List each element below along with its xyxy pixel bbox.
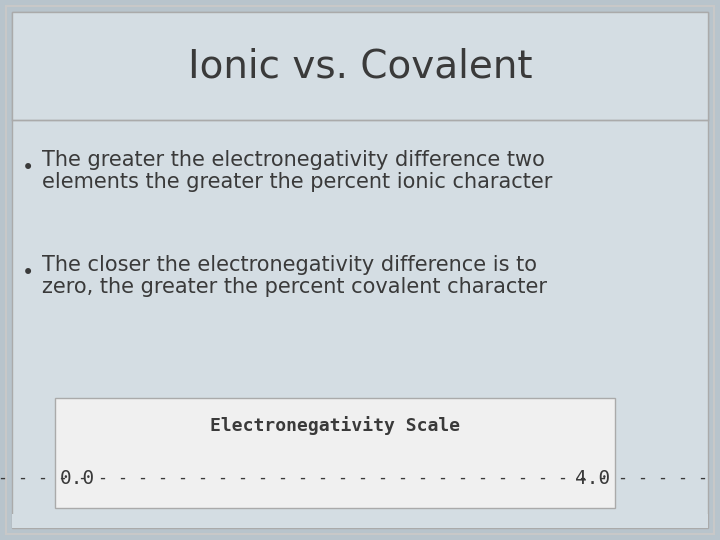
Text: The closer the electronegativity difference is to: The closer the electronegativity differe… (42, 255, 537, 275)
Text: Ionic vs. Covalent: Ionic vs. Covalent (188, 47, 532, 85)
Text: zero, the greater the percent covalent character: zero, the greater the percent covalent c… (42, 277, 547, 297)
Text: - - - - - - - - - - - - - - - - - - - - - - - - - - - - - - - - - - - - - -: - - - - - - - - - - - - - - - - - - - - … (0, 469, 718, 487)
Text: Electronegativity Scale: Electronegativity Scale (210, 416, 460, 435)
Text: The greater the electronegativity difference two: The greater the electronegativity differ… (42, 150, 545, 170)
Bar (55, 398, 615, 508)
Text: •: • (22, 263, 35, 283)
Text: 0.0: 0.0 (59, 469, 94, 488)
Bar (12, 12, 708, 120)
Bar (12, 514, 708, 528)
Text: elements the greater the percent ionic character: elements the greater the percent ionic c… (42, 172, 552, 192)
Text: 4.0: 4.0 (575, 469, 611, 488)
Text: •: • (22, 158, 35, 178)
